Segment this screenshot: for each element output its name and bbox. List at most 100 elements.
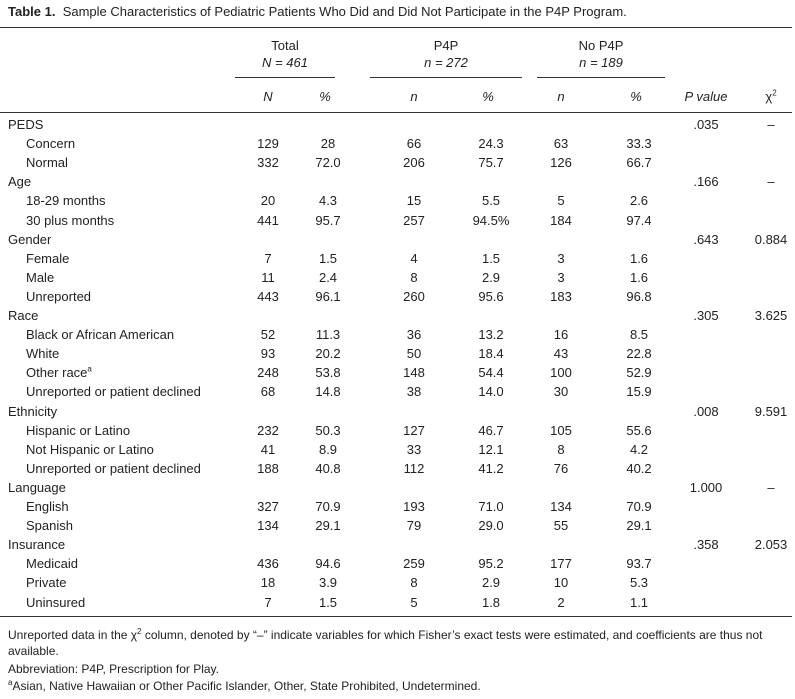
cell: 50 <box>406 346 422 362</box>
cell: 18.4 <box>478 346 504 362</box>
cell: 327 <box>257 499 279 514</box>
column-header: n <box>557 89 565 104</box>
cell: 5.3 <box>629 575 649 591</box>
cell: 40.2 <box>626 460 652 476</box>
cell: 96.1 <box>315 288 341 304</box>
column-header: P value <box>684 89 728 104</box>
section-label: Age <box>8 174 32 190</box>
cell: 76 <box>553 460 569 476</box>
cell: 4 <box>410 250 418 266</box>
cell: 8 <box>557 441 565 457</box>
cell: 12.1 <box>478 441 504 457</box>
row-label-text: Female <box>26 250 70 266</box>
cell: 29.1 <box>626 518 652 534</box>
cell: 46.7 <box>478 422 504 438</box>
cell: 18 <box>260 575 276 591</box>
row-label: Female <box>26 251 69 267</box>
column-header: N <box>263 89 273 104</box>
row-label: Normal <box>26 155 68 171</box>
cell: 14.0 <box>478 384 504 400</box>
row-label: Hispanic or Latino <box>26 423 130 439</box>
p-value: .166 <box>693 174 719 190</box>
row-label: Black or African American <box>26 327 174 343</box>
p-value: .008 <box>693 403 719 419</box>
cell: 2.6 <box>629 193 649 209</box>
p-value: .035 <box>693 117 719 132</box>
row-label-text: 30 plus months <box>26 212 115 228</box>
bottom-rule <box>0 616 792 617</box>
cell: 95.6 <box>478 288 504 304</box>
caption-label: Table 1. <box>8 4 56 19</box>
group-name: P4P <box>433 38 459 53</box>
cell: 28 <box>320 136 336 152</box>
cell: 8 <box>410 269 418 285</box>
row-label-text: Normal <box>26 155 68 171</box>
column-header: % <box>630 89 642 104</box>
cell: 66.7 <box>626 155 652 171</box>
cell: 11 <box>261 269 275 285</box>
caption: Table 1. Sample Characteristics of Pedia… <box>8 4 627 20</box>
cell: 41 <box>260 441 276 457</box>
cell: 441 <box>257 212 279 228</box>
cell: 33 <box>406 441 422 457</box>
cell: 20.2 <box>315 346 341 362</box>
row-label-text: Uninsured <box>26 594 86 610</box>
cell: 1.6 <box>629 250 649 266</box>
cell: 193 <box>403 499 425 514</box>
cell: 1.1 <box>629 594 649 610</box>
row-label-text: Unreported <box>26 288 92 304</box>
cell: 93 <box>260 346 276 362</box>
cell: 8 <box>410 575 418 591</box>
cell: 1.6 <box>629 269 649 285</box>
cell: 33.3 <box>626 136 652 152</box>
row-label: 18-29 months <box>26 193 106 209</box>
cell: 134 <box>257 518 279 534</box>
cell: 29.0 <box>478 518 504 534</box>
p-value: .305 <box>693 308 719 323</box>
row-label-text: Black or African American <box>26 327 175 343</box>
cell: 43 <box>553 346 569 362</box>
cell: 96.8 <box>626 288 652 304</box>
footnote: aAsian, Native Hawaiian or Other Pacific… <box>8 678 788 694</box>
cell: 5.5 <box>481 193 501 209</box>
cell: 2.4 <box>318 269 338 285</box>
top-rule <box>0 27 792 28</box>
cell: 70.9 <box>626 499 652 514</box>
row-label-text: 18-29 months <box>26 193 106 209</box>
cell: 95.7 <box>315 212 341 228</box>
cell: 72.0 <box>315 155 341 171</box>
cell: 55.6 <box>626 422 652 438</box>
cell: 15 <box>406 193 422 209</box>
cell: 52 <box>260 327 276 343</box>
row-label-text: Other race <box>26 365 88 381</box>
cell: 50.3 <box>315 422 341 438</box>
cell: 15.9 <box>626 384 652 400</box>
cell: 68 <box>260 384 276 400</box>
row-label-text: Concern <box>26 136 76 152</box>
chi-square: 2.053 <box>754 537 788 553</box>
cell: 206 <box>403 155 425 171</box>
cell: 232 <box>257 422 279 438</box>
group-underline <box>235 77 335 78</box>
row-label-sup: a <box>87 364 92 374</box>
cell: 184 <box>550 212 572 228</box>
cell: 134 <box>550 499 572 514</box>
cell: 127 <box>403 422 425 438</box>
cell: 95.2 <box>478 556 504 572</box>
row-label: Other racea <box>26 365 92 381</box>
footnote-text: column, denoted by “–” indicate variable… <box>8 628 763 658</box>
row-label: Not Hispanic or Latino <box>26 442 154 458</box>
caption-text: Sample Characteristics of Pediatric Pati… <box>62 4 627 19</box>
row-label: White <box>26 346 59 362</box>
column-header: % <box>319 89 331 104</box>
cell: 2.9 <box>481 269 501 285</box>
column-header: % <box>482 89 494 104</box>
cell: 5 <box>410 594 418 610</box>
cell: 93.7 <box>626 556 652 572</box>
cell: 112 <box>403 460 425 476</box>
cell: 94.5% <box>472 212 510 228</box>
cell: 94.6 <box>315 556 341 572</box>
cell: 183 <box>550 288 572 304</box>
cell: 4.2 <box>629 441 649 457</box>
